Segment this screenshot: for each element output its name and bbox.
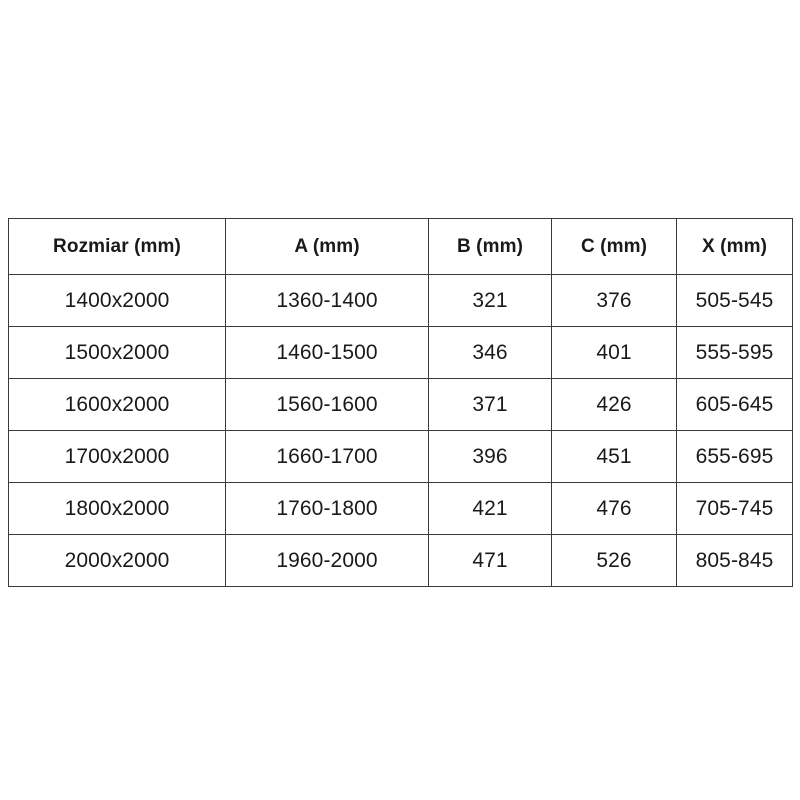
cell-a: 1360-1400 xyxy=(225,274,429,327)
cell-size: 1800x2000 xyxy=(8,482,226,535)
table-row: 1800x2000 1760-1800 421 476 705-745 xyxy=(8,482,793,535)
cell-c: 376 xyxy=(551,274,677,327)
column-header-b: B (mm) xyxy=(428,218,552,275)
cell-size: 1400x2000 xyxy=(8,274,226,327)
cell-x: 655-695 xyxy=(676,430,793,483)
table-header-row: Rozmiar (mm) A (mm) B (mm) C (mm) X (mm) xyxy=(8,218,793,275)
cell-c: 476 xyxy=(551,482,677,535)
cell-b: 421 xyxy=(428,482,552,535)
cell-a: 1560-1600 xyxy=(225,378,429,431)
cell-b: 471 xyxy=(428,534,552,587)
cell-size: 1700x2000 xyxy=(8,430,226,483)
column-header-x: X (mm) xyxy=(676,218,793,275)
table-row: 1500x2000 1460-1500 346 401 555-595 xyxy=(8,326,793,379)
cell-x: 555-595 xyxy=(676,326,793,379)
cell-b: 346 xyxy=(428,326,552,379)
cell-x: 705-745 xyxy=(676,482,793,535)
cell-x: 605-645 xyxy=(676,378,793,431)
cell-c: 451 xyxy=(551,430,677,483)
cell-b: 371 xyxy=(428,378,552,431)
table-body: 1400x2000 1360-1400 321 376 505-545 1500… xyxy=(8,274,793,587)
table-row: 1400x2000 1360-1400 321 376 505-545 xyxy=(8,274,793,327)
cell-x: 805-845 xyxy=(676,534,793,587)
cell-x: 505-545 xyxy=(676,274,793,327)
column-header-size: Rozmiar (mm) xyxy=(8,218,226,275)
cell-a: 1660-1700 xyxy=(225,430,429,483)
cell-a: 1960-2000 xyxy=(225,534,429,587)
cell-size: 1600x2000 xyxy=(8,378,226,431)
cell-a: 1760-1800 xyxy=(225,482,429,535)
cell-size: 2000x2000 xyxy=(8,534,226,587)
cell-b: 321 xyxy=(428,274,552,327)
column-header-c: C (mm) xyxy=(551,218,677,275)
table-row: 1600x2000 1560-1600 371 426 605-645 xyxy=(8,378,793,431)
cell-size: 1500x2000 xyxy=(8,326,226,379)
table-header: Rozmiar (mm) A (mm) B (mm) C (mm) X (mm) xyxy=(8,218,793,275)
table-row: 2000x2000 1960-2000 471 526 805-845 xyxy=(8,534,793,587)
cell-c: 401 xyxy=(551,326,677,379)
cell-c: 426 xyxy=(551,378,677,431)
specification-table-container: Rozmiar (mm) A (mm) B (mm) C (mm) X (mm)… xyxy=(8,218,793,587)
cell-c: 526 xyxy=(551,534,677,587)
table-row: 1700x2000 1660-1700 396 451 655-695 xyxy=(8,430,793,483)
column-header-a: A (mm) xyxy=(225,218,429,275)
cell-a: 1460-1500 xyxy=(225,326,429,379)
dimensions-table: Rozmiar (mm) A (mm) B (mm) C (mm) X (mm)… xyxy=(8,218,793,587)
cell-b: 396 xyxy=(428,430,552,483)
